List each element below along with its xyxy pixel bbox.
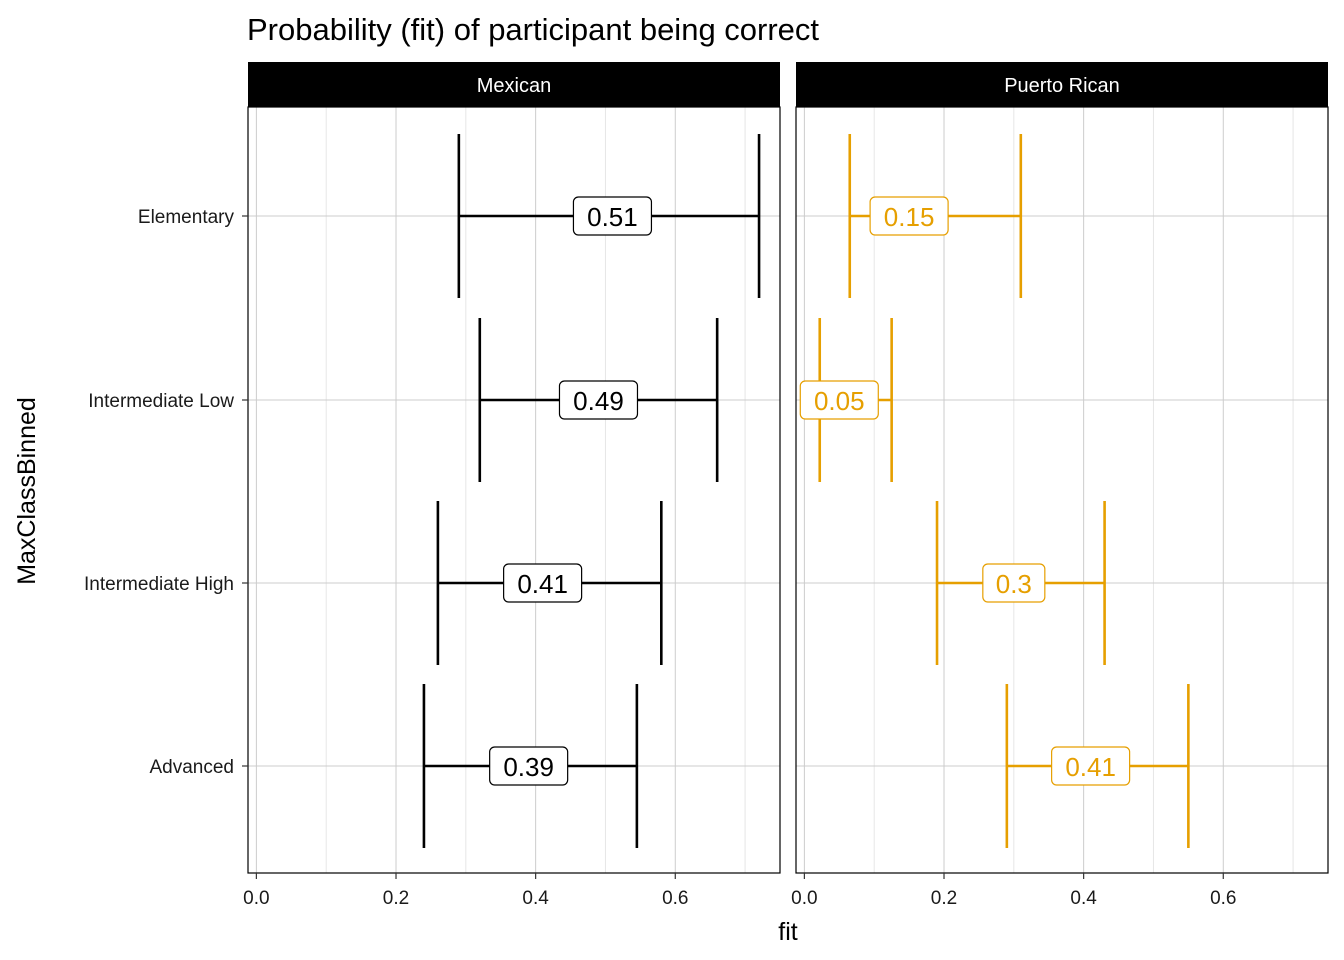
data-label: 0.49: [573, 386, 624, 416]
x-tick-label: 0.4: [1070, 888, 1097, 909]
errorbar: 0.39: [422, 684, 639, 848]
x-tick-label: 0.6: [1210, 888, 1236, 909]
panel-puerto-rican: Puerto Rican 0.15 0.05 0.3 0.41 0.0 0.2 0.4 0.6: [791, 62, 1329, 909]
errorbar: 0.05: [799, 318, 893, 482]
data-label: 0.39: [503, 752, 554, 782]
panel-background: [248, 107, 780, 873]
panel-border: [795, 106, 1329, 874]
panel-mexican: Mexican 0.51 0.49 0.41 0.39 0.0 0.2 0.4 0.6: [243, 62, 781, 909]
y-axis-title: MaxClassBinned: [13, 397, 41, 585]
facet-strip: [248, 62, 780, 107]
x-axis-title: fit: [778, 918, 798, 946]
errorbar: 0.41: [436, 501, 663, 665]
errorbar: 0.51: [457, 134, 761, 298]
data-label-box: [558, 380, 639, 420]
x-tick-label: 0.2: [931, 888, 957, 909]
data-label: 0.05: [814, 386, 865, 416]
y-axis: Elementary Intermediate Low Intermediate H…: [84, 207, 248, 778]
data-label: 0.41: [1065, 752, 1116, 782]
data-label-box: [799, 380, 879, 420]
data-label-box: [1051, 746, 1131, 786]
x-tick-label: 0.2: [383, 888, 409, 909]
errorbar: 0.3: [935, 501, 1106, 665]
errorbar: 0.41: [1005, 684, 1190, 848]
y-tick-label: Intermediate High: [84, 574, 234, 595]
data-label: 0.41: [517, 569, 568, 599]
facet-strip: [796, 62, 1328, 107]
data-label-box: [503, 563, 583, 603]
x-tick-label: 0.0: [791, 888, 817, 909]
y-tick-label: Intermediate Low: [88, 391, 234, 412]
data-label: 0.51: [587, 202, 638, 232]
facet-strip-label: Mexican: [477, 75, 551, 97]
x-tick-label: 0.0: [243, 888, 269, 909]
errorbar: 0.15: [848, 134, 1023, 298]
chart-title: Probability (fit) of participant being c…: [247, 12, 819, 47]
facet-strip-label: Puerto Rican: [1004, 75, 1120, 97]
data-label: 0.3: [996, 569, 1032, 599]
y-tick-label: Advanced: [149, 757, 234, 778]
panel-border: [247, 106, 781, 874]
data-label-box: [572, 196, 653, 236]
x-tick-label: 0.6: [662, 888, 688, 909]
x-tick-label: 0.4: [522, 888, 549, 909]
data-label-box: [869, 196, 949, 236]
data-label: 0.15: [884, 202, 935, 232]
errorbar: 0.49: [478, 318, 719, 482]
y-tick-label: Elementary: [138, 207, 235, 228]
data-label-box: [982, 563, 1046, 603]
data-label-box: [489, 746, 569, 786]
